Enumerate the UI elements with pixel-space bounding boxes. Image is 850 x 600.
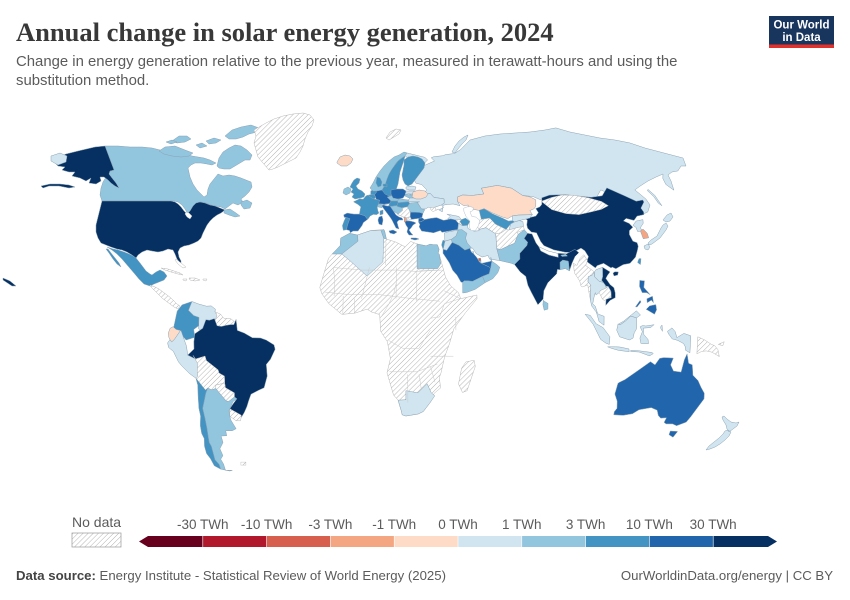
svg-text:30 TWh: 30 TWh [690, 517, 737, 532]
svg-text:3 TWh: 3 TWh [566, 517, 606, 532]
svg-text:-3 TWh: -3 TWh [308, 517, 352, 532]
svg-text:1 TWh: 1 TWh [502, 517, 542, 532]
svg-text:Change in energy generation re: Change in energy generation relative to … [16, 54, 677, 70]
svg-text:Our World: Our World [773, 20, 829, 32]
svg-text:No data: No data [72, 514, 121, 530]
svg-text:-10 TWh: -10 TWh [241, 517, 293, 532]
svg-text:10 TWh: 10 TWh [626, 517, 673, 532]
svg-text:Annual change in solar energy: Annual change in solar energy generation… [16, 17, 554, 47]
svg-text:0 TWh: 0 TWh [438, 517, 478, 532]
svg-text:in Data: in Data [782, 32, 821, 44]
svg-text:-30 TWh: -30 TWh [177, 517, 229, 532]
svg-text:substitution method.: substitution method. [16, 73, 149, 89]
svg-text:OurWorldinData.org/energy | CC: OurWorldinData.org/energy | CC BY [621, 568, 833, 583]
svg-text:-1 TWh: -1 TWh [372, 517, 416, 532]
svg-text:Data source: Energy Institute: Data source: Energy Institute - Statisti… [16, 568, 446, 583]
